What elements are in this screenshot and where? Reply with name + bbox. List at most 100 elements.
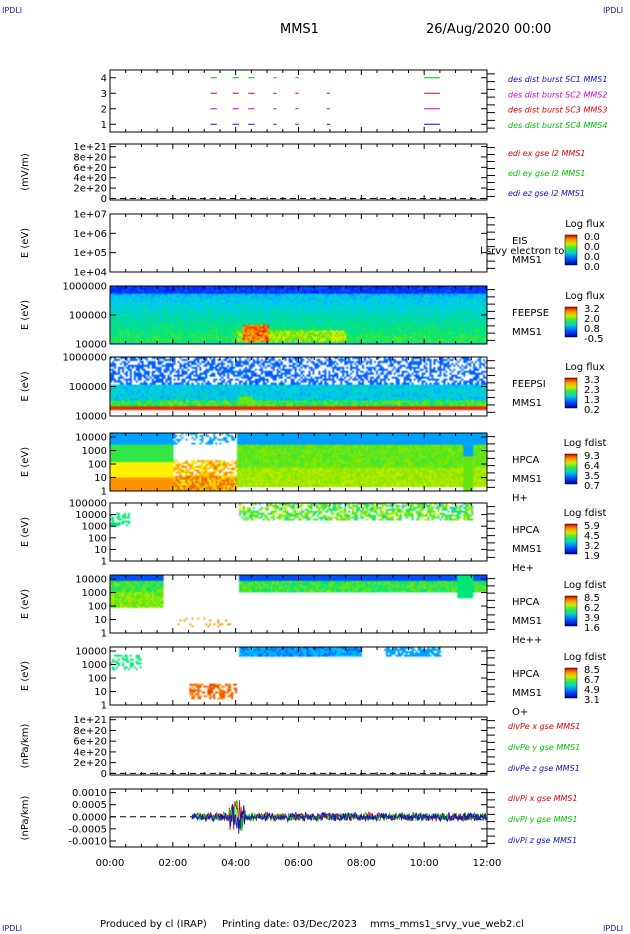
colorbar (564, 306, 578, 338)
panel-p9: 1 10 100 1000 10000 E (eV) HPCA MMS1 O+ Log fdist… (20, 646, 607, 718)
y-tick-label: 2 (101, 104, 107, 115)
colorbar (564, 234, 578, 266)
panel-p4: 10000 100000 1000000 E (eV) FEEPSE MMS1 Log fl… (20, 282, 605, 351)
legend-entry: divPi x gse MMS1 (508, 794, 578, 803)
y-tick-label: 100 (88, 602, 107, 613)
y-tick-label: 100 (88, 460, 107, 471)
y-axis-label: E (eV) (20, 661, 31, 691)
y-tick-label: 10000 (75, 575, 107, 586)
colorbar-tick-label: 1.6 (584, 623, 600, 634)
y-axis-label: E (eV) (20, 228, 31, 258)
x-tick-label: 10:00 (410, 858, 439, 869)
y-tick-label: 100000 (69, 499, 107, 510)
y-tick-label: 10000 (75, 340, 107, 351)
panel-label: MMS1 (512, 474, 542, 485)
legend-entry: edi ey gse l2 MMS1 (508, 169, 586, 178)
y-tick-label: 1e+21 (73, 715, 107, 726)
y-tick-label: 2e+20 (73, 758, 107, 769)
colorbar-tick-label: 6.4 (584, 461, 600, 472)
y-axis-label: (nPa/km) (20, 796, 31, 841)
legend-entry: des dist burst SC4 MMS4 (508, 121, 607, 130)
panel-label: MMS1 (512, 688, 542, 699)
colorbar-tick-label: 3.3 (584, 375, 600, 386)
y-tick-label: 4 (101, 73, 107, 84)
panel-frame (109, 143, 488, 201)
y-tick-label: 1e+21 (73, 142, 107, 153)
corner-label-top-left: IPDLI (2, 6, 23, 15)
panel-p6: 1 10 100 1000 10000 E (eV) HPCA MMS1 H+ Log fdist… (20, 432, 607, 504)
y-tick-label: 0.0000 (72, 812, 107, 823)
panel-p5: 10000 100000 1000000 E (eV) FEEPSI MMS1 Log fl… (20, 353, 605, 423)
y-tick-label: 1 (101, 629, 107, 640)
y-tick-label: 1 (101, 487, 107, 498)
y-tick-label: 10 (94, 473, 107, 484)
colorbar-title: Log fdist (564, 508, 607, 519)
y-tick-label: 100000 (69, 382, 107, 393)
colorbar-tick-label: 2.3 (584, 385, 600, 396)
panel-label: He+ (512, 563, 534, 574)
y-tick-label: 1e+06 (73, 229, 107, 240)
panel-frame (109, 716, 488, 776)
y-tick-label: 0 (101, 769, 107, 780)
panel-p8: 1 10 100 1000 10000 E (eV) HPCA MMS1 He++ Log fdi… (20, 574, 606, 646)
colorbar-tick-label: 3.2 (584, 304, 600, 315)
panel-label: O+ (512, 707, 528, 718)
y-tick-label: 1000 (82, 522, 107, 533)
footer-script-name: mms_mms1_srvy_vue_web2.cl (370, 919, 524, 930)
y-tick-label: 100000 (69, 311, 107, 322)
colorbar-tick-label: -0.5 (584, 334, 604, 345)
y-axis-label: E (eV) (20, 300, 31, 330)
legend-entry: divPe z gse MMS1 (508, 764, 580, 773)
y-tick-label: 0 (101, 194, 107, 205)
y-tick-label: 1 (101, 120, 107, 131)
colorbar-tick-label: 4.9 (584, 685, 600, 696)
panel-label: HPCA (512, 455, 540, 466)
y-tick-label: -0.0010 (68, 836, 107, 847)
y-tick-label: 8e+20 (73, 152, 107, 163)
panel-label: He++ (512, 635, 542, 646)
colorbar-title: Log flux (565, 362, 605, 373)
x-tick-label: 06:00 (284, 858, 313, 869)
colorbar-title: Log flux (565, 291, 605, 302)
y-tick-label: 1000000 (62, 353, 107, 364)
panel-label: MMS1 (512, 398, 542, 409)
y-axis-label: E (eV) (20, 517, 31, 547)
colorbar-tick-label: 8.5 (584, 593, 600, 604)
y-tick-label: 100 (88, 674, 107, 685)
colorbar-tick-label: 5.9 (584, 521, 600, 532)
mission-title: MMS1 (280, 22, 319, 37)
legend-entry: des dist burst SC3 MMS3 (508, 106, 607, 115)
x-tick-label: 04:00 (221, 858, 250, 869)
y-tick-label: 10 (94, 545, 107, 556)
overlap-text: l srvy electron to (480, 246, 564, 257)
colorbar-tick-label: 6.2 (584, 603, 600, 614)
y-tick-label: 10000 (75, 412, 107, 423)
heatmap-image (110, 286, 487, 344)
heatmap-image (110, 433, 487, 491)
divergence-trace (191, 803, 488, 834)
y-tick-label: 1e+04 (73, 268, 107, 279)
panel-frame (109, 213, 488, 273)
colorbar-tick-label: 0.0 (584, 232, 600, 243)
footer-produced: Produced by cl (IRAP) (100, 919, 207, 930)
y-tick-label: 4e+20 (73, 747, 107, 758)
colorbar-tick-label: 1.9 (584, 551, 600, 562)
colorbar-title: Log fdist (564, 652, 607, 663)
y-tick-label: 10000 (75, 647, 107, 658)
colorbar-tick-label: 0.2 (584, 405, 600, 416)
colorbar-tick-label: 6.7 (584, 675, 600, 686)
colorbar-title: Log fdist (564, 438, 607, 449)
colorbar-tick-label: 3.9 (584, 613, 600, 624)
y-tick-label: 10 (94, 687, 107, 698)
y-tick-label: 6e+20 (73, 737, 107, 748)
panel-label: FEEPSI (512, 379, 546, 390)
heatmap-image (110, 503, 487, 561)
heatmap-image (110, 647, 487, 705)
y-tick-label: 8e+20 (73, 726, 107, 737)
panel-frame (109, 69, 488, 133)
legend-entry: divPi y gse MMS1 (508, 815, 578, 824)
y-tick-label: 1 (101, 701, 107, 712)
y-axis-label: E (eV) (20, 589, 31, 619)
